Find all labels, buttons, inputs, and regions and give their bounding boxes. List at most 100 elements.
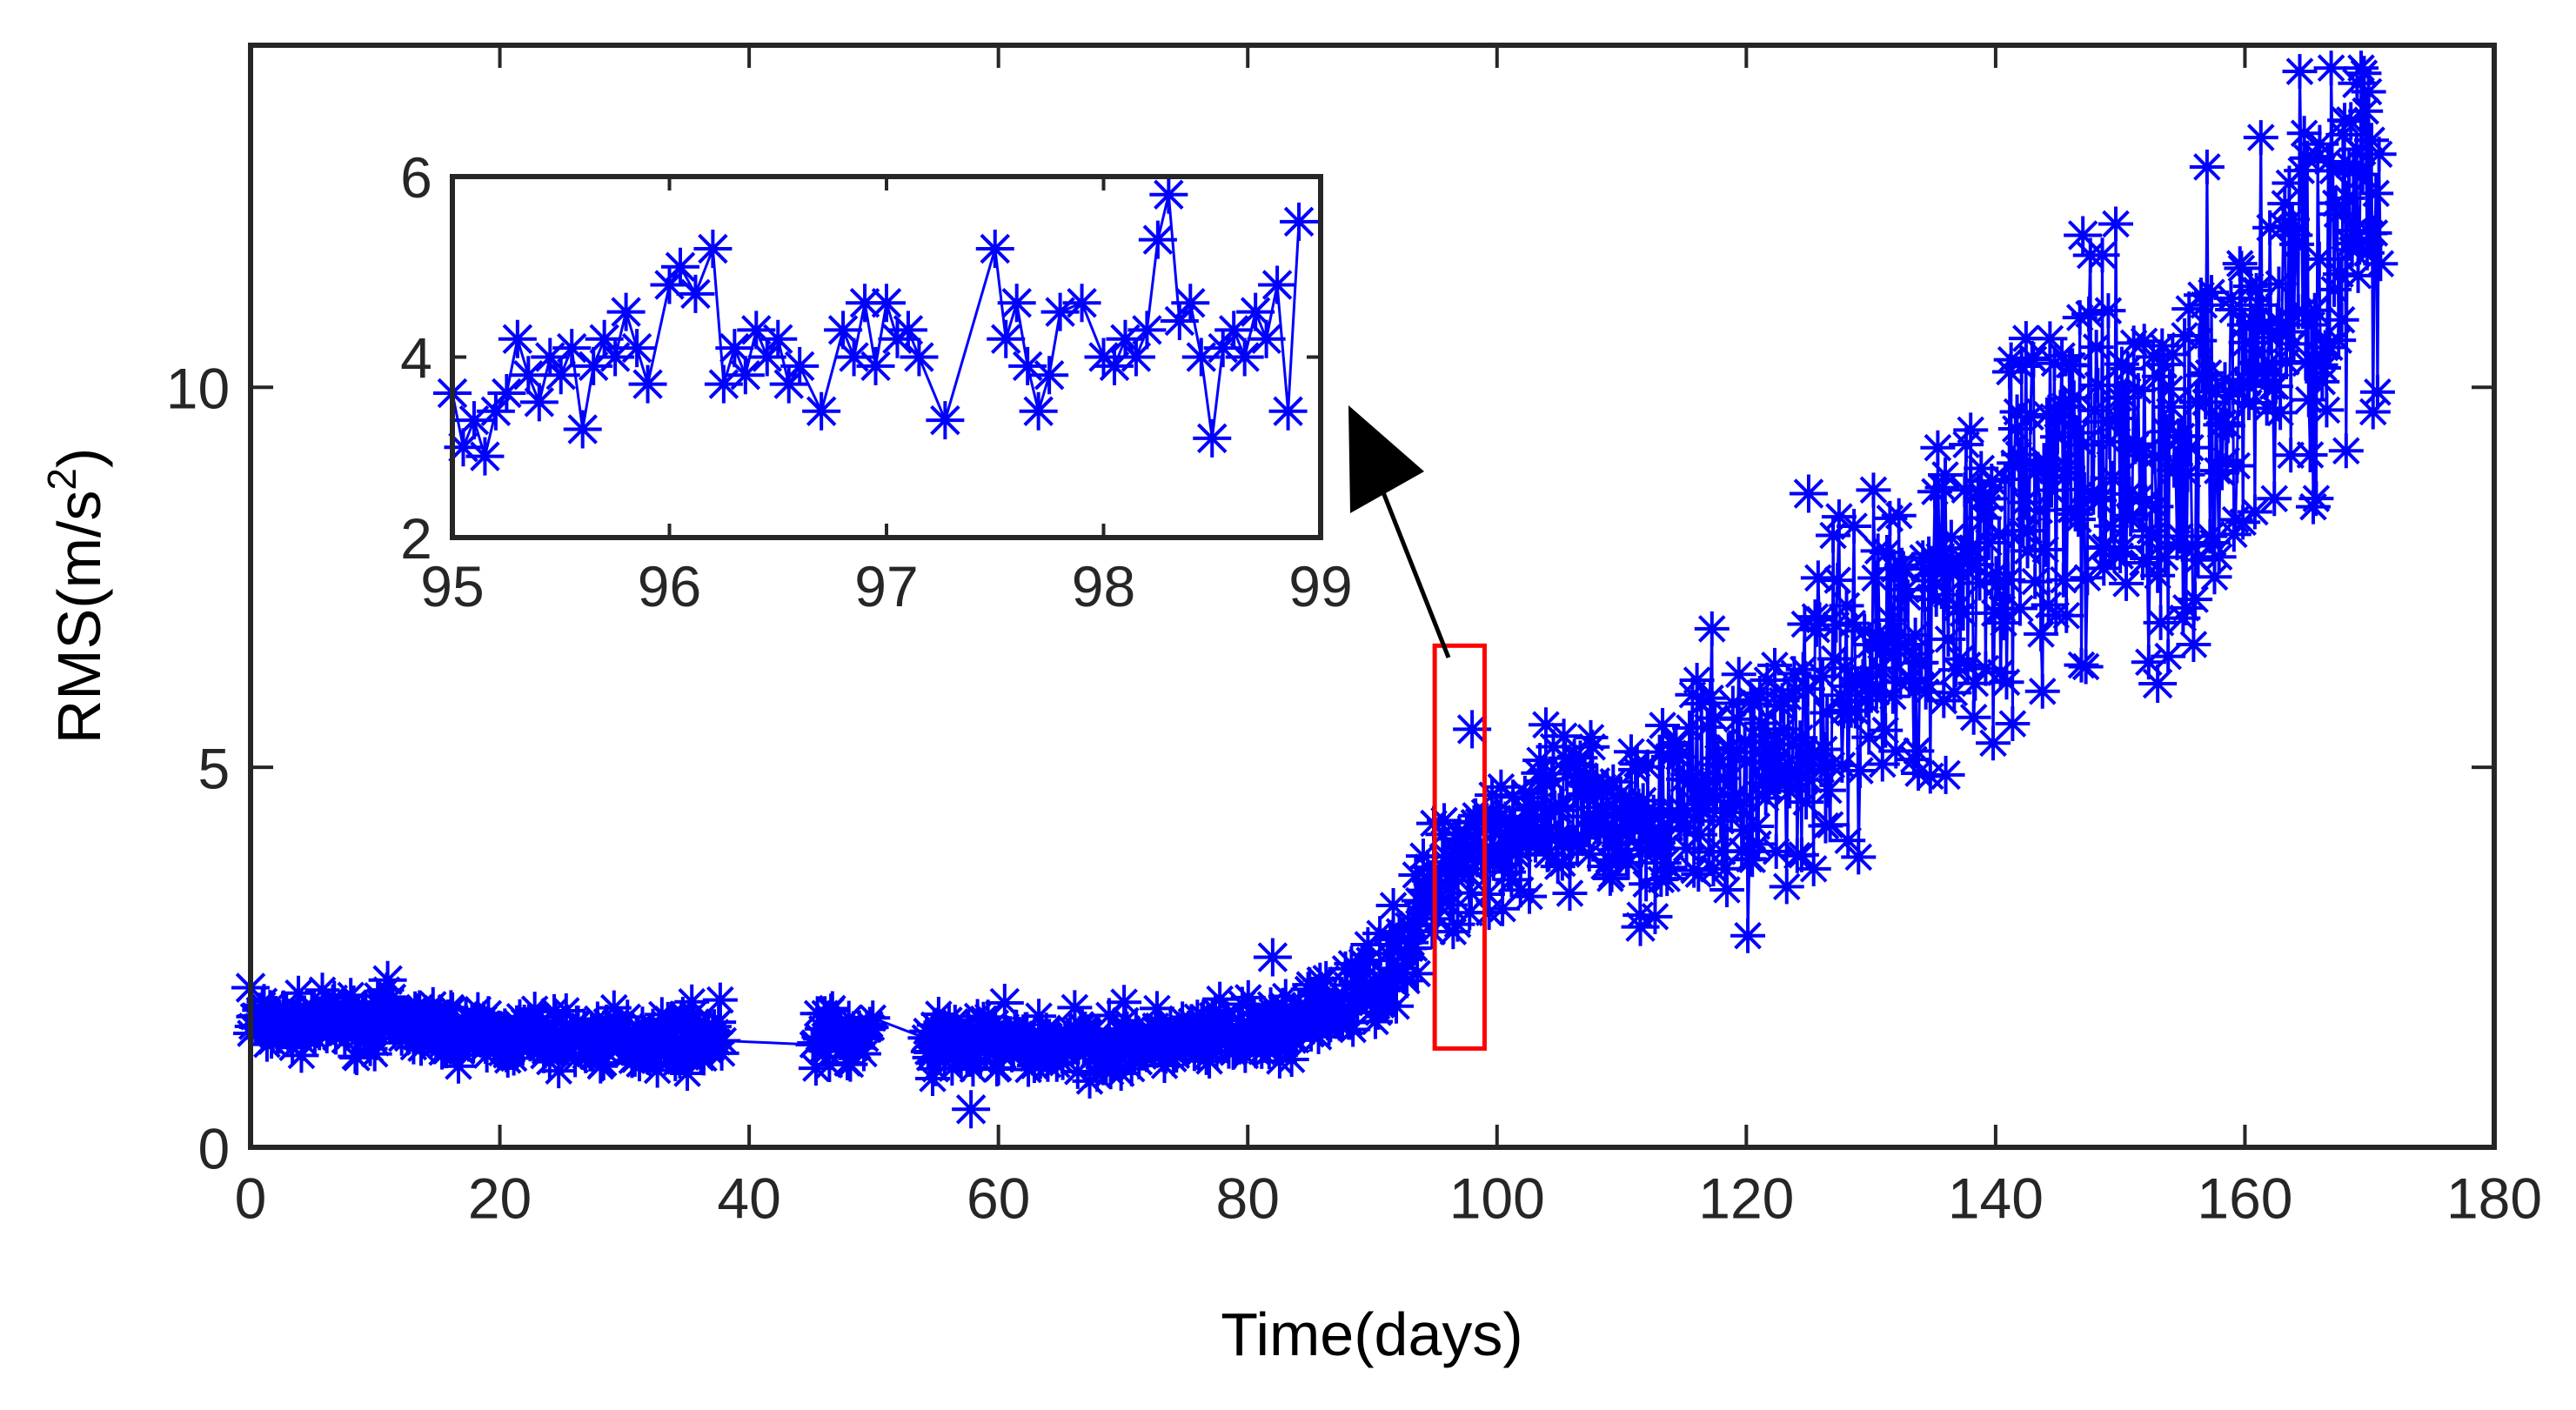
main-data-point (2340, 257, 2376, 293)
main-data-point (2349, 235, 2385, 271)
inset-data-point (737, 311, 776, 350)
main-data-point (281, 975, 317, 1011)
main-data-point (2338, 213, 2373, 249)
main-series-rms (231, 50, 2399, 1129)
inset-data-point (846, 284, 885, 323)
main-data-point (1648, 821, 1683, 857)
main-data-point (1790, 672, 1825, 707)
main-data-point (706, 1023, 741, 1059)
main-data-point (2346, 56, 2382, 91)
main-data-point (1594, 857, 1629, 892)
main-data-point (1803, 752, 1839, 787)
main-x-tick-label: 40 (717, 1166, 780, 1231)
main-data-point (1741, 826, 1776, 862)
main-x-tick-label: 60 (967, 1166, 1030, 1231)
main-data-point (1552, 875, 1588, 911)
main-data-point (1785, 652, 1821, 687)
inset-data-point (1193, 418, 1232, 458)
main-data-point (1253, 938, 1292, 977)
main-data-point (1991, 562, 2026, 598)
main-data-point (2319, 197, 2355, 232)
main-data-point (1546, 718, 1582, 754)
main-data-point (2180, 542, 2216, 578)
main-data-point (1495, 779, 1531, 815)
inset-data-point (618, 329, 657, 368)
main-data-point (2359, 176, 2394, 211)
main-data-point (1431, 862, 1467, 898)
main-data-point (2330, 180, 2365, 216)
main-data-point (1959, 547, 1995, 583)
main-data-point (625, 1006, 660, 1042)
main-data-point (1453, 710, 1492, 749)
inset-data-point (531, 337, 570, 377)
main-data-point (1332, 1005, 1368, 1040)
main-data-point (1379, 988, 1415, 1024)
main-data-point (980, 1050, 1016, 1086)
main-data-point (2301, 241, 2337, 277)
main-data-point (2182, 323, 2218, 358)
main-data-point (2257, 481, 2292, 517)
main-data-point (2363, 246, 2399, 282)
main-data-point (1827, 651, 1863, 686)
inset-data-point (628, 364, 667, 404)
inset-data-point (1030, 356, 1069, 395)
main-data-point (1920, 430, 1956, 465)
main-data-point (2357, 215, 2392, 251)
main-data-point (527, 1033, 563, 1069)
main-data-point (2093, 508, 2129, 544)
main-data-point (558, 1042, 593, 1078)
main-data-point (2029, 397, 2064, 432)
main-data-point (1629, 749, 1665, 785)
main-data-point (1645, 707, 1681, 743)
y-axis-label-close: ) (45, 448, 113, 468)
main-data-point (2297, 292, 2332, 328)
main-data-point (1683, 817, 1718, 852)
main-data-point (1829, 588, 1864, 624)
main-data-point (1837, 509, 1872, 545)
main-data-point (1863, 651, 1899, 686)
main-data-point (2195, 525, 2231, 560)
main-data-point (346, 1021, 382, 1057)
inset-data-point (856, 346, 895, 385)
main-data-point (2361, 137, 2397, 172)
main-data-point (2219, 448, 2255, 484)
main-data-point (1683, 686, 1719, 722)
main-data-point (2300, 139, 2336, 175)
main-data-point (1469, 877, 1505, 912)
main-data-point (2298, 481, 2334, 517)
main-data-point (2107, 379, 2143, 415)
inset-data-point (585, 319, 624, 358)
main-data-point (1997, 445, 2032, 481)
inset-data-point (454, 401, 493, 440)
main-data-point (1835, 605, 1870, 641)
main-data-point (2059, 415, 2095, 451)
main-data-point (1405, 839, 1441, 874)
main-data-point (1976, 725, 2011, 761)
main-data-point (1667, 810, 1703, 845)
main-data-point (2013, 399, 2049, 435)
main-data-point (1901, 756, 1937, 792)
main-data-point (2178, 582, 2213, 618)
main-data-point (2171, 291, 2207, 327)
main-data-point (1039, 1046, 1074, 1082)
inset-data-point (1247, 319, 1286, 358)
main-data-point (702, 982, 738, 1018)
main-data-point (1528, 707, 1563, 743)
main-data-point (1730, 918, 1766, 953)
main-data-point (2167, 317, 2203, 353)
inset-y-tick-label: 4 (400, 325, 432, 390)
inset-data-point (498, 319, 537, 358)
inset-data-point (574, 346, 613, 385)
main-data-point (1702, 747, 1737, 783)
main-data-point (1361, 994, 1396, 1030)
main-data-point (1070, 1014, 1106, 1050)
main-data-point (2110, 351, 2145, 386)
main-data-point (2151, 638, 2186, 674)
main-data-point (1821, 499, 1857, 535)
main-data-point (1756, 751, 1791, 786)
main-data-point (2016, 342, 2051, 378)
main-data-point (1502, 872, 1538, 908)
main-data-point (2055, 348, 2091, 384)
main-data-point (1970, 490, 2005, 525)
main-data-point (1375, 888, 1411, 924)
